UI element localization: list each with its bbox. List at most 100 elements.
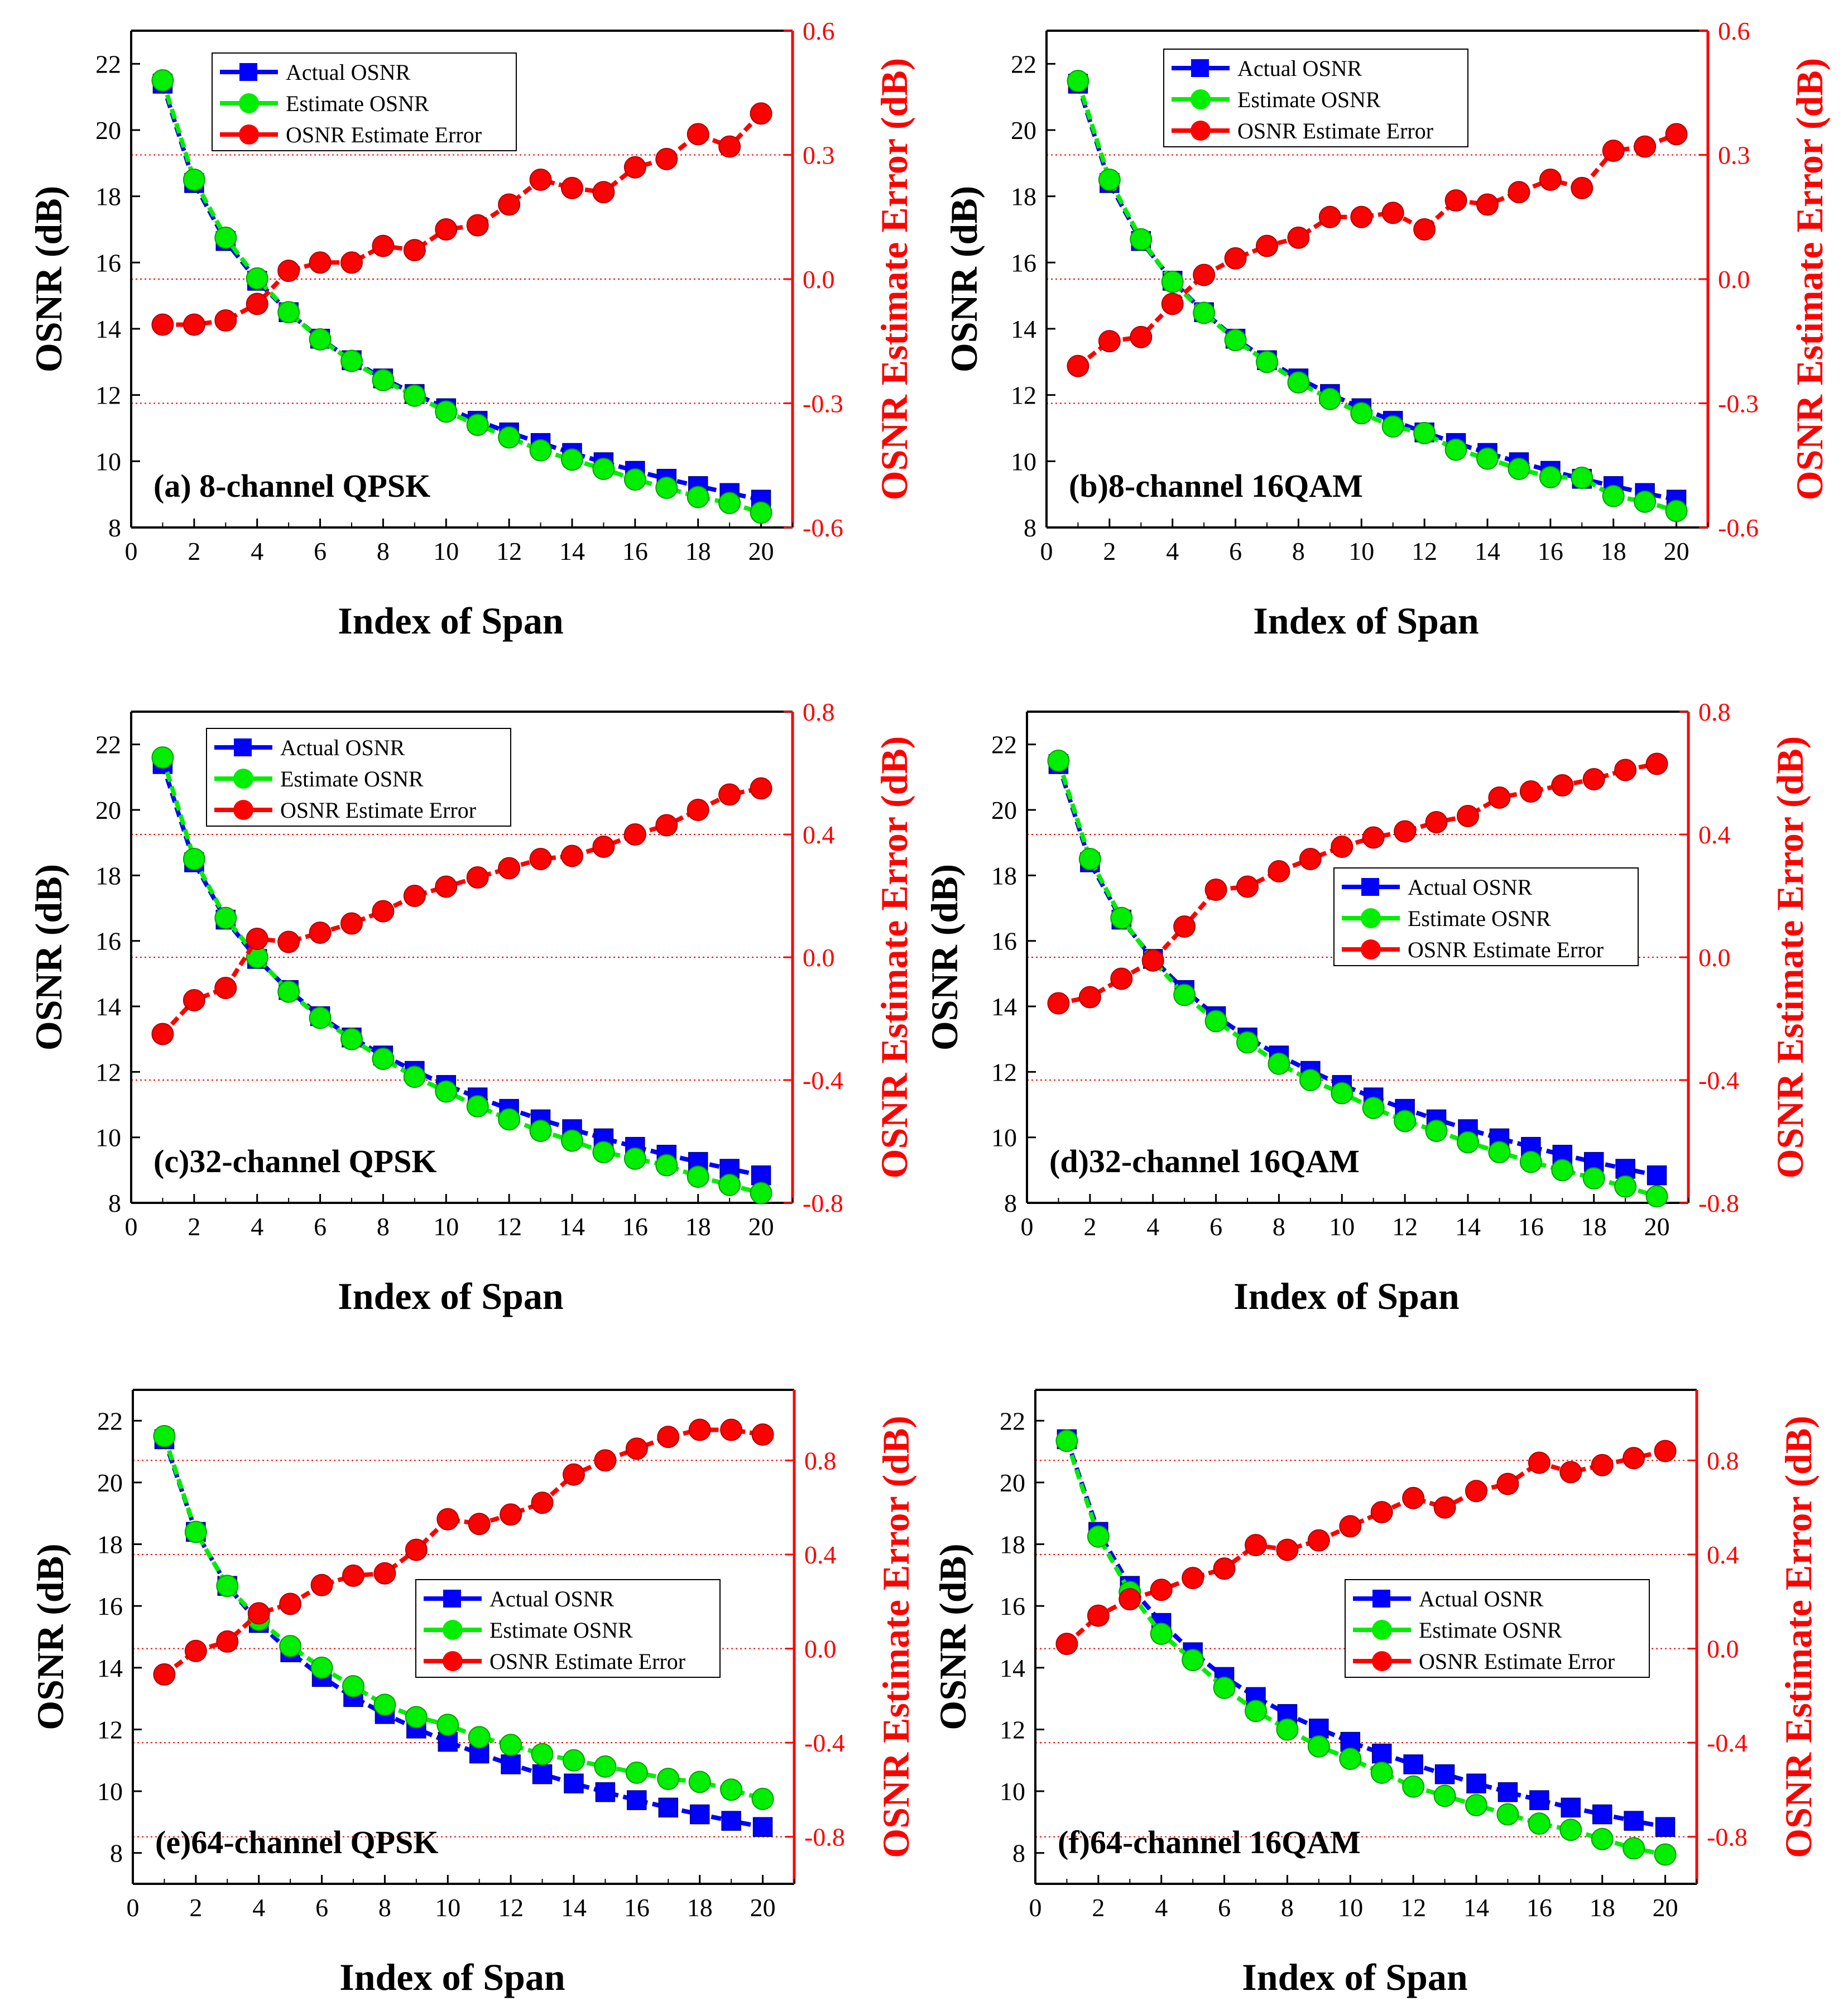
x-tick-label: 16 bbox=[624, 1893, 650, 1922]
y-tick-label: 12 bbox=[95, 1058, 121, 1086]
data-point bbox=[1371, 1743, 1392, 1764]
x-tick-label: 16 bbox=[1518, 1212, 1544, 1241]
x-tick-label: 2 bbox=[188, 537, 200, 565]
x-tick-label: 2 bbox=[1092, 1893, 1105, 1922]
legend-marker bbox=[1372, 1620, 1392, 1640]
data-point bbox=[435, 218, 458, 241]
x-tick-label: 16 bbox=[1538, 537, 1563, 565]
y2-tick-label: 0.6 bbox=[803, 17, 835, 45]
data-point bbox=[151, 313, 174, 336]
data-point bbox=[1551, 774, 1574, 797]
data-point bbox=[1055, 1633, 1078, 1656]
data-point bbox=[561, 1129, 583, 1152]
data-point bbox=[1055, 1429, 1078, 1452]
legend-label: Actual OSNR bbox=[1408, 875, 1533, 900]
data-point bbox=[595, 1782, 616, 1802]
data-point bbox=[214, 977, 237, 999]
data-point bbox=[372, 234, 395, 257]
data-point bbox=[1047, 750, 1070, 772]
y-tick-label: 16 bbox=[1000, 1592, 1025, 1620]
y-tick-label: 16 bbox=[1011, 248, 1036, 277]
chart-panel-1: 0 2 4 6 8 10 12 14 16 18 20 8 10 12 14 16 18 20 22 -0.6 -0.3… bbox=[27, 17, 915, 642]
y-tick-label: 10 bbox=[991, 1124, 1017, 1152]
x-tick-label: 18 bbox=[685, 537, 711, 565]
data-point bbox=[309, 251, 332, 274]
data-point bbox=[1615, 1159, 1635, 1179]
data-point bbox=[655, 814, 678, 837]
data-point bbox=[1488, 1141, 1511, 1164]
x-tick-label: 12 bbox=[1392, 1212, 1418, 1241]
data-point bbox=[1161, 292, 1184, 315]
data-point bbox=[151, 1023, 174, 1045]
data-point bbox=[498, 193, 521, 216]
data-point bbox=[1394, 820, 1417, 843]
data-point bbox=[436, 1508, 459, 1531]
data-point bbox=[1433, 1784, 1456, 1807]
data-point bbox=[340, 1028, 363, 1050]
data-point bbox=[151, 746, 174, 769]
data-point bbox=[1634, 490, 1657, 513]
x-tick-label: 12 bbox=[496, 1212, 522, 1241]
x-tick-label: 12 bbox=[498, 1893, 524, 1922]
data-point bbox=[1224, 247, 1247, 270]
data-point bbox=[466, 214, 489, 237]
data-point bbox=[1299, 848, 1322, 870]
legend-label: Actual OSNR bbox=[286, 60, 411, 85]
data-point bbox=[1331, 836, 1353, 858]
data-point bbox=[1339, 1515, 1362, 1538]
y-axis-title: OSNR (dB) bbox=[29, 1543, 71, 1730]
x-tick-label: 16 bbox=[1527, 1893, 1552, 1922]
data-point bbox=[751, 1165, 771, 1186]
data-point bbox=[1078, 848, 1101, 870]
y-tick-label: 16 bbox=[95, 927, 121, 956]
data-point bbox=[687, 486, 709, 508]
data-point bbox=[1130, 325, 1153, 348]
data-point bbox=[1268, 1052, 1290, 1075]
data-point bbox=[1047, 992, 1070, 1015]
data-point bbox=[1381, 202, 1404, 224]
y-tick-label: 14 bbox=[95, 992, 121, 1021]
x-tick-label: 2 bbox=[188, 1212, 200, 1241]
series-line-3 bbox=[1076, 132, 1678, 368]
data-point bbox=[1624, 1811, 1644, 1831]
data-point bbox=[1098, 330, 1121, 353]
data-point bbox=[1402, 1775, 1425, 1798]
data-point bbox=[752, 1817, 773, 1837]
y2-tick-label: 0.8 bbox=[1707, 1446, 1739, 1475]
data-point bbox=[1402, 1486, 1425, 1509]
legend-marker bbox=[1372, 1651, 1392, 1671]
x-tick-label: 8 bbox=[378, 1893, 391, 1922]
x-axis-title: Index of Span bbox=[1253, 599, 1479, 642]
legend-marker bbox=[234, 738, 252, 756]
data-point bbox=[1276, 1718, 1299, 1741]
data-point bbox=[403, 384, 426, 407]
data-point bbox=[1318, 205, 1341, 228]
data-point bbox=[531, 1491, 554, 1514]
data-point bbox=[592, 836, 615, 858]
legend-label: Estimate OSNR bbox=[1408, 906, 1551, 931]
data-point bbox=[1614, 1175, 1637, 1198]
y-tick-label: 16 bbox=[97, 1592, 123, 1620]
data-point bbox=[466, 866, 489, 889]
x-tick-label: 6 bbox=[314, 1212, 327, 1241]
x-tick-label: 16 bbox=[622, 537, 648, 565]
data-point bbox=[1623, 1837, 1645, 1860]
data-point bbox=[532, 1764, 553, 1784]
data-point bbox=[1582, 768, 1605, 790]
y-tick-label: 20 bbox=[1011, 116, 1036, 145]
data-point bbox=[1665, 500, 1688, 522]
data-point bbox=[1141, 949, 1164, 972]
legend-label: OSNR Estimate Error bbox=[286, 122, 482, 147]
data-point bbox=[751, 1423, 774, 1446]
x-tick-label: 6 bbox=[1229, 537, 1242, 565]
legend: Actual OSNR Estimate OSNR OSNR Estimate Er… bbox=[206, 728, 511, 827]
data-point bbox=[687, 1165, 709, 1188]
data-point bbox=[1434, 1764, 1455, 1784]
data-point bbox=[500, 1503, 522, 1526]
data-point bbox=[1182, 1648, 1204, 1671]
data-point bbox=[561, 845, 583, 867]
data-point bbox=[1559, 1819, 1582, 1841]
data-point bbox=[623, 1147, 646, 1170]
data-point bbox=[721, 1811, 741, 1831]
data-point bbox=[1161, 270, 1184, 293]
